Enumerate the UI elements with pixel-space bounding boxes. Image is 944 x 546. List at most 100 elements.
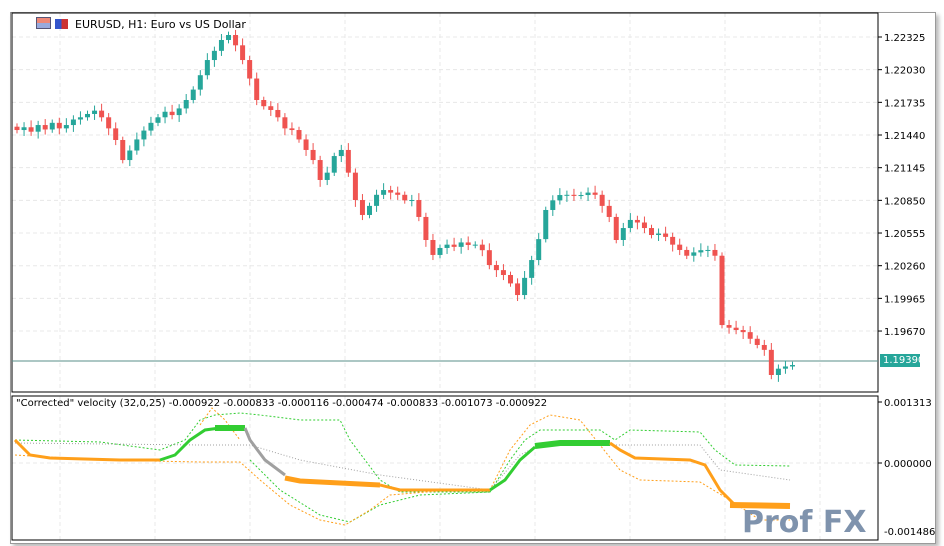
candle-body	[254, 78, 260, 101]
grid	[12, 13, 878, 540]
candle-body	[296, 130, 302, 140]
candle-body	[85, 113, 90, 118]
candle-body	[374, 194, 380, 206]
candle-body	[324, 172, 330, 180]
candle-body	[275, 109, 281, 118]
price-label: 1.22030	[884, 66, 925, 77]
chart-symbol-title: EURUSD, H1: Euro vs US Dollar	[75, 18, 246, 31]
candle-body	[691, 252, 697, 256]
candle-body	[486, 250, 492, 266]
current-price-tag: 1.19390	[880, 354, 924, 367]
candle-body	[35, 125, 41, 132]
main-pane-border	[11, 12, 879, 393]
price-label: 1.19670	[884, 327, 925, 338]
candle-body	[134, 139, 140, 151]
candle-body	[127, 150, 133, 161]
candle-body	[599, 194, 605, 206]
candle-body	[719, 255, 725, 326]
candle-body	[77, 117, 83, 120]
candle-body	[557, 195, 563, 201]
candle-body	[592, 192, 598, 195]
price-label: 1.20850	[884, 196, 925, 207]
candle-body	[21, 127, 27, 131]
save-icon[interactable]	[54, 19, 68, 29]
candle-body	[761, 344, 767, 350]
candle-body	[367, 205, 372, 215]
candle-body	[670, 236, 676, 245]
candle-body	[747, 332, 753, 339]
candle-body	[268, 106, 274, 110]
candle-body	[183, 100, 189, 109]
price-label: 1.22325	[884, 33, 925, 44]
velocity-line-orange-2	[379, 483, 490, 492]
candle-body	[698, 250, 704, 253]
velocity-line-orange-thick-2	[729, 502, 791, 509]
candle-body	[493, 265, 499, 271]
velocity-line-gray	[243, 427, 286, 477]
candle-body	[14, 126, 20, 131]
candle-body	[63, 125, 69, 129]
candle-body	[204, 60, 210, 76]
price-label: 1.21145	[884, 164, 925, 175]
candle-body	[395, 192, 401, 195]
lower-band-green	[249, 459, 491, 523]
candle-body	[310, 149, 316, 161]
candle-body	[240, 45, 246, 61]
candle-body	[451, 244, 457, 247]
candle-body	[162, 111, 168, 118]
candle-body	[92, 110, 98, 114]
candle-body	[627, 219, 633, 229]
candle-body	[620, 228, 626, 240]
candle-body	[712, 249, 718, 256]
candle-body	[416, 200, 422, 217]
candle-body	[381, 190, 387, 195]
candle-body	[656, 233, 662, 236]
candle-body	[169, 111, 175, 116]
velocity-line-green-thick-2	[534, 440, 610, 449]
candle-body	[338, 149, 344, 157]
candle-body	[282, 117, 288, 129]
price-label: 1.21440	[884, 131, 925, 142]
candle-body	[705, 249, 711, 251]
candle-body	[211, 50, 217, 61]
watermark-logo: Prof FX	[742, 505, 867, 540]
price-label: 1.21735	[884, 98, 925, 109]
candle-body	[522, 277, 528, 296]
upper-band-orange	[199, 407, 241, 441]
chart-icon[interactable]	[36, 17, 51, 29]
candle-body	[782, 366, 788, 369]
candle-body	[106, 117, 112, 129]
candle-body	[409, 200, 415, 202]
velocity-line-orange-3	[609, 441, 737, 507]
candle-body	[754, 338, 760, 345]
price-label: 1.20260	[884, 262, 925, 273]
candle-body	[388, 190, 394, 193]
candle-body	[578, 195, 584, 197]
candle-body	[120, 139, 126, 161]
candle-body	[543, 209, 549, 240]
candle-body	[508, 274, 513, 284]
candle-body	[740, 330, 746, 333]
price-label: 1.19965	[884, 294, 925, 305]
indicator-title: "Corrected" velocity (32,0,25) -0.000922…	[16, 398, 548, 409]
candle-body	[515, 283, 521, 296]
candle-body	[775, 368, 781, 375]
candle-body	[402, 194, 408, 201]
candle-body	[303, 139, 309, 150]
velocity-line-orange	[13, 438, 160, 462]
velocity-line-green	[159, 426, 221, 462]
candle-body	[113, 128, 119, 140]
candle-body	[218, 39, 224, 51]
candles	[14, 29, 795, 382]
candle-body	[529, 260, 535, 278]
candle-body	[141, 130, 147, 140]
candle-body	[42, 125, 48, 130]
candle-body	[649, 228, 654, 236]
candle-body	[437, 247, 443, 255]
candle-body	[56, 122, 62, 129]
velocity-line-orange-thick	[284, 475, 381, 488]
candle-body	[49, 122, 55, 130]
candle-body	[261, 100, 267, 107]
candle-body	[197, 75, 203, 90]
